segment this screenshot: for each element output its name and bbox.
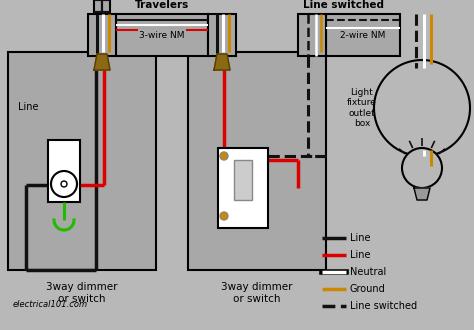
Text: Ground: Ground bbox=[350, 284, 386, 294]
Circle shape bbox=[220, 212, 228, 220]
Text: 3way dimmer
or switch: 3way dimmer or switch bbox=[46, 282, 118, 304]
Text: Line switched: Line switched bbox=[303, 0, 384, 10]
FancyBboxPatch shape bbox=[8, 52, 156, 270]
Text: Line switched: Line switched bbox=[350, 301, 417, 311]
Polygon shape bbox=[414, 188, 430, 200]
Text: Line: Line bbox=[350, 233, 371, 243]
Text: 2-wire NM: 2-wire NM bbox=[340, 30, 386, 40]
Text: Neutral: Neutral bbox=[350, 267, 386, 277]
FancyBboxPatch shape bbox=[218, 148, 268, 228]
Text: Line: Line bbox=[350, 250, 371, 260]
Circle shape bbox=[374, 60, 470, 156]
FancyBboxPatch shape bbox=[234, 160, 252, 200]
Circle shape bbox=[61, 181, 67, 187]
FancyBboxPatch shape bbox=[326, 14, 400, 56]
Circle shape bbox=[402, 148, 442, 188]
FancyBboxPatch shape bbox=[94, 0, 102, 12]
FancyBboxPatch shape bbox=[48, 140, 80, 202]
Text: Travelers: Travelers bbox=[135, 0, 189, 10]
FancyBboxPatch shape bbox=[88, 14, 116, 56]
FancyBboxPatch shape bbox=[188, 52, 326, 270]
Polygon shape bbox=[214, 54, 230, 70]
FancyBboxPatch shape bbox=[116, 14, 208, 56]
Circle shape bbox=[51, 171, 77, 197]
Text: 3-wire NM: 3-wire NM bbox=[139, 30, 185, 40]
Text: 3way dimmer
or switch: 3way dimmer or switch bbox=[221, 282, 293, 304]
FancyBboxPatch shape bbox=[208, 14, 236, 56]
Text: Line: Line bbox=[18, 102, 38, 112]
Circle shape bbox=[220, 152, 228, 160]
FancyBboxPatch shape bbox=[298, 14, 326, 56]
Polygon shape bbox=[94, 54, 110, 70]
Text: Light
fixture
outlet
box: Light fixture outlet box bbox=[347, 88, 377, 128]
Text: electrical101.com: electrical101.com bbox=[13, 300, 88, 309]
FancyBboxPatch shape bbox=[102, 0, 110, 12]
